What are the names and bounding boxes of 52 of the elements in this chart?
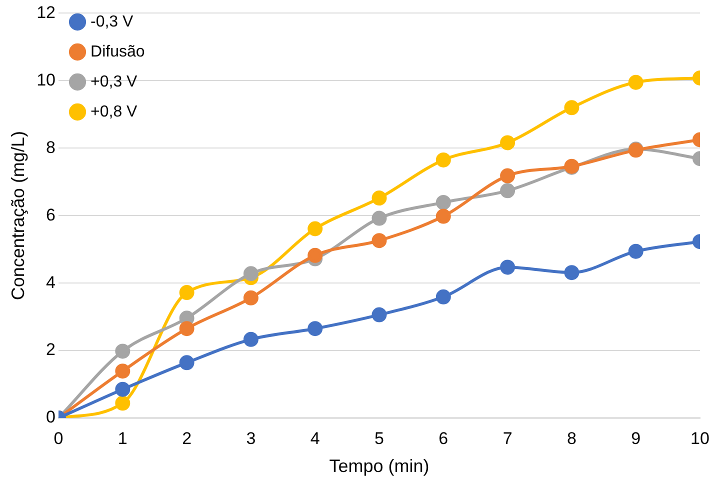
y-tick-label: 12 — [36, 2, 56, 22]
point — [308, 221, 323, 236]
point — [500, 168, 516, 184]
y-tick-label: 6 — [46, 205, 56, 224]
point — [179, 285, 194, 300]
point — [115, 364, 130, 379]
point — [436, 152, 451, 168]
x-tick-label: 9 — [631, 428, 641, 448]
point — [308, 321, 323, 336]
point — [372, 210, 387, 226]
x-tick-label: 10 — [690, 428, 710, 448]
x-tick-label: 5 — [374, 428, 384, 448]
y-tick-label: 2 — [46, 340, 56, 360]
x-tick-label: 8 — [566, 428, 576, 448]
x-tick-label: 6 — [438, 428, 448, 448]
y-tick-label: 0 — [46, 408, 56, 427]
legend-label: Difusão — [90, 43, 145, 60]
point — [243, 290, 258, 306]
legend-label: +0,3 V — [90, 73, 138, 90]
y-tick-label: 8 — [46, 138, 56, 157]
point — [372, 190, 387, 206]
x-tick-label: 2 — [182, 428, 192, 448]
point — [436, 289, 451, 304]
point — [436, 208, 451, 224]
point — [564, 100, 580, 116]
legend-label: +0,8 V — [90, 103, 138, 120]
point — [243, 332, 258, 347]
point — [436, 194, 451, 210]
point — [115, 396, 130, 411]
y-axis-title: Concentração (mg/L) — [8, 131, 28, 300]
x-axis-title: Tempo (min) — [329, 456, 430, 476]
point — [628, 74, 644, 90]
point — [628, 244, 644, 259]
point — [564, 265, 580, 280]
point — [500, 260, 516, 275]
point — [372, 233, 387, 248]
point — [372, 307, 387, 322]
y-tick-label: 4 — [46, 272, 56, 292]
y-tick-label: 10 — [36, 70, 56, 90]
point — [500, 183, 516, 198]
point — [179, 321, 194, 336]
point — [243, 266, 258, 282]
x-tick-label: 7 — [502, 428, 512, 448]
point — [115, 344, 130, 359]
legend-label: -0,3 V — [90, 13, 134, 30]
point — [115, 382, 130, 397]
x-tick-label: 1 — [118, 428, 128, 448]
x-tick-label: 4 — [310, 428, 320, 448]
point — [179, 355, 194, 370]
point — [308, 248, 323, 263]
point — [500, 135, 516, 150]
x-tick-label: 3 — [246, 428, 256, 448]
